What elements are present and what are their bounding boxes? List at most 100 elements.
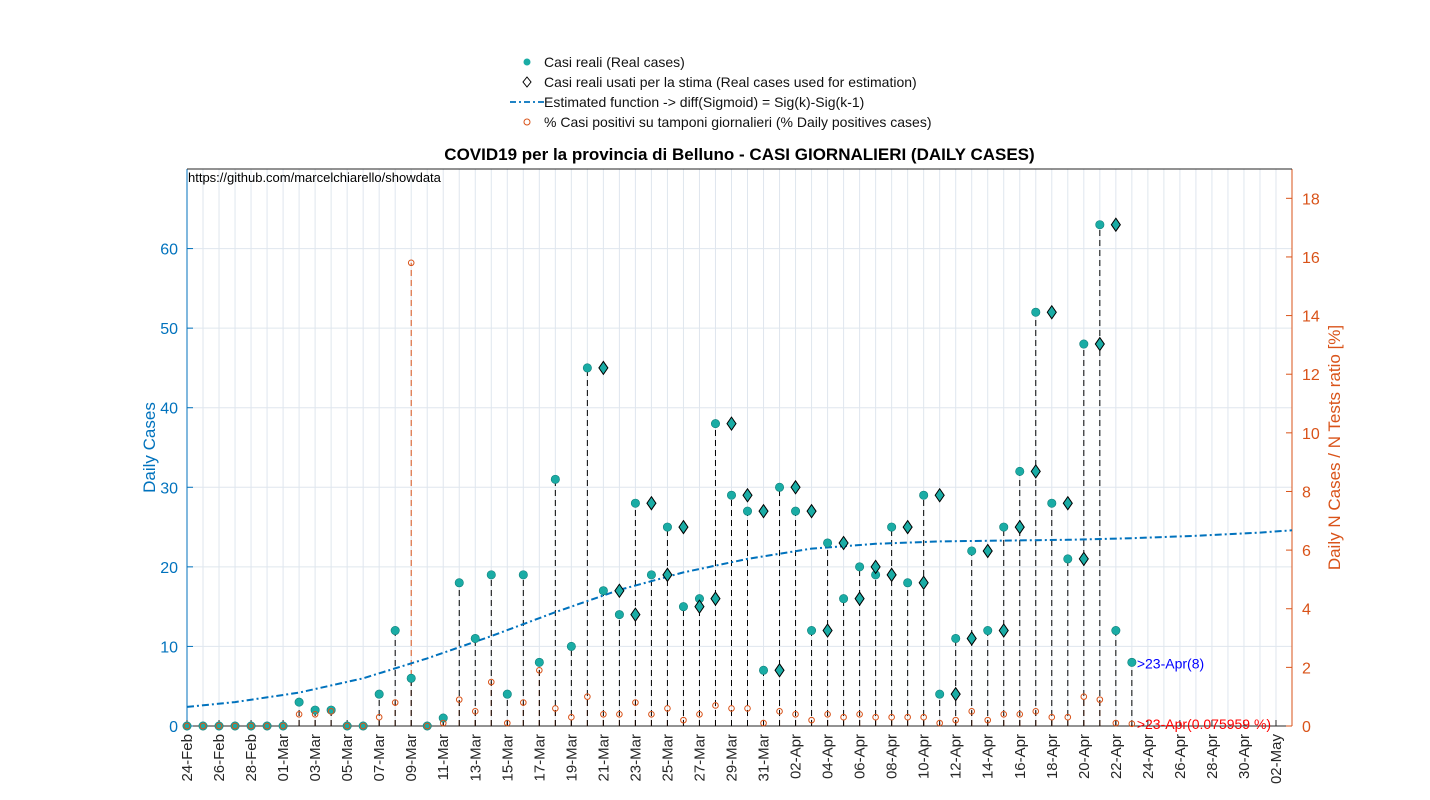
ratio-point [776, 708, 783, 715]
x-tick-label: 09-Mar [403, 734, 420, 782]
real-case-point [887, 522, 897, 532]
ratio-point [664, 705, 671, 712]
x-tick-label: 05-Mar [339, 734, 356, 782]
right-tick-label: 2 [1302, 660, 1311, 677]
x-tick-label: 30-Apr [1236, 734, 1253, 779]
ratio-point [1032, 708, 1040, 715]
x-tick-label: 24-Apr [1140, 734, 1157, 779]
legend-item-used-cases: Casi reali usati per la stima (Real case… [510, 72, 990, 92]
real-case-point [678, 602, 688, 612]
x-tick-label: 28-Feb [243, 734, 260, 782]
left-axis-label: Daily Cases [140, 402, 159, 493]
ratio-point [808, 716, 815, 724]
ratio-point [536, 667, 543, 674]
right-tick-label: 0 [1302, 719, 1311, 736]
real-case-point [662, 522, 672, 532]
ratio-point [872, 713, 879, 721]
estimated-function-line [186, 529, 1293, 708]
left-tick-label: 50 [160, 321, 178, 338]
ratio-point [984, 716, 992, 724]
used-case-diamond [1094, 336, 1105, 352]
real-case-point [919, 490, 929, 500]
ratio-point [616, 710, 623, 718]
real-case-point [518, 570, 528, 580]
used-case-diamond [694, 599, 705, 615]
filled-circle-marker-icon [510, 52, 544, 72]
ratio-point [680, 716, 687, 724]
real-case-point [983, 626, 993, 636]
used-case-diamond [822, 623, 833, 638]
real-case-point [775, 482, 785, 492]
left-tick-label: 40 [160, 401, 178, 418]
used-case-diamond [870, 559, 881, 575]
x-tick-label: 04-Apr [820, 734, 837, 779]
legend-item-positives: % Casi positivi su tamponi giornalieri (… [510, 112, 990, 132]
real-case-point [470, 633, 480, 643]
used-case-diamond [886, 567, 897, 583]
real-case-point [1031, 307, 1041, 317]
x-tick-label: 12-Apr [948, 734, 965, 779]
used-case-diamond [630, 607, 641, 622]
used-case-diamond [902, 519, 913, 535]
used-case-diamond [1062, 495, 1073, 511]
real-case-point [935, 689, 945, 699]
ratio-point [760, 719, 767, 727]
ratio-point [888, 713, 895, 721]
used-case-diamond [662, 567, 673, 583]
used-case-diamond [646, 495, 657, 511]
ratio-point [1096, 696, 1104, 703]
right-tick-label: 12 [1302, 367, 1320, 384]
x-tick-label: 02-Apr [788, 734, 805, 779]
x-tick-label: 23-Mar [627, 734, 644, 782]
ratio-point [487, 678, 495, 686]
used-case-diamond [790, 479, 801, 495]
ratio-point [952, 716, 959, 724]
ratio-point [231, 722, 239, 730]
source-note: https://github.com/marcelchiarello/showd… [188, 170, 442, 185]
ratio-point [327, 708, 335, 715]
used-case-diamond [678, 519, 689, 535]
real-case-point [534, 657, 544, 667]
ratio-point [455, 696, 463, 703]
ratio-point [728, 705, 735, 712]
x-tick-label: 25-Mar [659, 734, 676, 782]
real-case-point [823, 538, 833, 548]
real-case-point [406, 673, 416, 683]
legend-label-positives: % Casi positivi su tamponi giornalieri (… [544, 114, 932, 130]
used-case-diamond [982, 543, 993, 559]
right-tick-label: 6 [1302, 543, 1311, 560]
x-tick-label: 02-May [1268, 734, 1285, 785]
ratio-point [520, 699, 527, 706]
x-tick-label: 08-Apr [884, 734, 901, 779]
ratio-point [696, 710, 703, 718]
real-case-point [1015, 466, 1025, 476]
real-case-point [614, 610, 624, 620]
right-tick-label: 10 [1302, 426, 1320, 443]
ratio-point [552, 705, 559, 712]
left-tick-label: 60 [160, 242, 178, 259]
real-case-point [1095, 220, 1105, 230]
used-case-diamond [934, 487, 945, 503]
used-case-diamond [1030, 463, 1041, 479]
left-tick-label: 30 [160, 480, 178, 497]
real-case-point [743, 506, 753, 516]
ratio-point [744, 705, 751, 712]
real-case-point [486, 570, 496, 580]
used-case-diamond [998, 623, 1009, 638]
real-case-point [374, 689, 384, 699]
x-tick-label: 16-Apr [1012, 734, 1029, 779]
real-case-point [294, 697, 304, 707]
ratio-point [840, 713, 847, 721]
real-case-point [791, 506, 801, 516]
right-tick-label: 16 [1302, 250, 1320, 267]
ratio-point [215, 722, 223, 730]
real-case-point [566, 641, 576, 651]
annotation-last-cases: >23-Apr(8) [1137, 655, 1204, 671]
real-case-point [582, 363, 592, 373]
real-case-point [759, 665, 769, 675]
ratio-point [263, 722, 271, 730]
real-case-point [1047, 498, 1057, 508]
used-case-diamond [1046, 304, 1057, 320]
left-tick-label: 0 [169, 719, 178, 736]
left-tick-label: 20 [160, 560, 178, 577]
